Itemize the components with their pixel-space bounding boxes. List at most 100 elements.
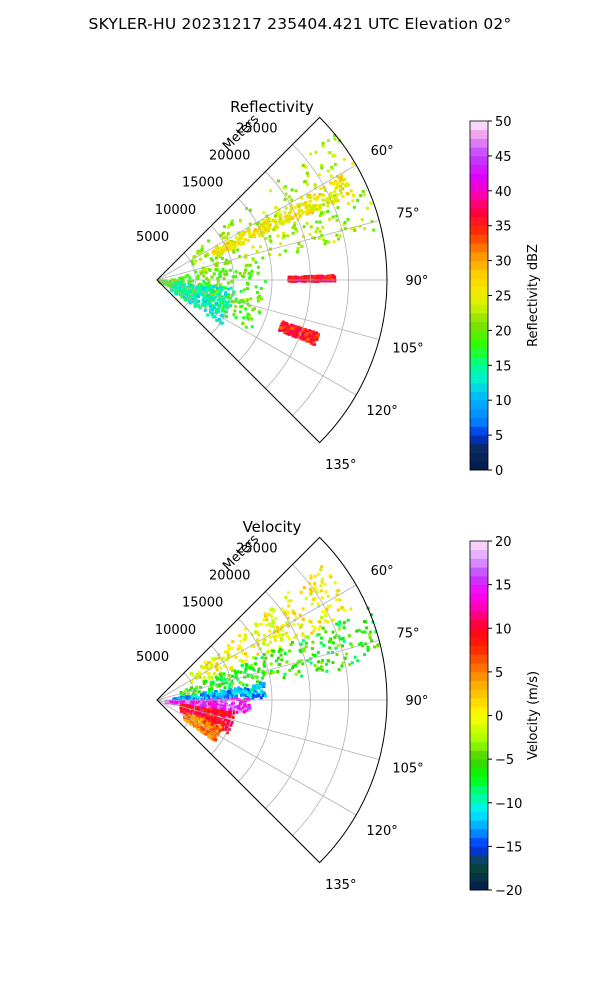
echo-cell — [188, 283, 191, 287]
echo-cell — [331, 215, 335, 219]
echo-cell — [244, 659, 248, 663]
echo-cell — [274, 214, 277, 218]
echo-cell — [186, 712, 190, 716]
echo-cell — [298, 648, 302, 652]
colorbar-segment — [470, 374, 488, 384]
echo-cell — [324, 619, 328, 623]
echo-cell — [255, 231, 259, 235]
echo-cell — [216, 280, 220, 284]
radial-tick-label: 20000 — [209, 149, 250, 164]
echo-cell — [271, 649, 275, 653]
echo-cell — [333, 163, 337, 166]
echo-cell — [259, 245, 263, 249]
echo-cell — [297, 623, 301, 627]
echo-cell — [218, 720, 222, 724]
echo-cell — [199, 705, 203, 709]
echo-cell — [318, 214, 322, 217]
echo-cell — [203, 693, 207, 697]
echo-cell — [225, 731, 229, 735]
echo-cell — [335, 185, 339, 189]
echo-cell — [250, 235, 253, 239]
echo-cell — [321, 658, 324, 662]
echo-cell — [301, 235, 305, 238]
colorbar-segment — [470, 417, 488, 427]
echo-cell — [298, 331, 301, 335]
echo-cell — [276, 656, 280, 660]
echo-cell — [215, 283, 219, 287]
echo-cell — [194, 270, 198, 274]
echo-cell — [232, 711, 235, 715]
echo-cell — [305, 208, 309, 212]
echo-cell — [223, 664, 227, 668]
colorbar-segment — [470, 855, 488, 865]
echo-cell — [245, 708, 249, 712]
echo-cell — [299, 202, 303, 206]
echo-cell — [314, 204, 318, 207]
echo-cell — [221, 286, 225, 289]
echo-cell — [248, 263, 252, 267]
echo-cell — [224, 695, 228, 699]
echo-cell — [227, 720, 230, 724]
echo-cell — [178, 702, 181, 706]
echo-cell — [293, 612, 297, 616]
echo-cell — [245, 298, 249, 302]
echo-cell — [362, 193, 366, 197]
echo-cell — [322, 186, 326, 189]
echo-cell — [231, 704, 234, 707]
echo-cell — [304, 635, 308, 639]
echo-cell — [279, 638, 283, 642]
echo-cell — [220, 678, 223, 682]
colorbar-segment — [470, 698, 488, 708]
echo-cell — [222, 236, 226, 240]
echo-cell — [335, 196, 339, 200]
echo-cell — [200, 720, 204, 724]
echo-cell — [207, 677, 211, 681]
echo-cell — [197, 285, 201, 289]
echo-cell — [188, 299, 192, 303]
echo-cell — [320, 211, 323, 215]
echo-cell — [229, 304, 233, 308]
echo-cell — [261, 684, 265, 688]
echo-cell — [222, 722, 225, 726]
echo-cell — [326, 209, 330, 213]
echo-cell — [321, 274, 324, 278]
echo-cell — [268, 234, 272, 238]
echo-cell — [289, 215, 292, 219]
echo-cell — [218, 684, 222, 688]
echo-cell — [222, 277, 226, 281]
echo-cell — [206, 313, 210, 317]
echo-cell — [196, 726, 200, 729]
echo-cell — [312, 341, 316, 345]
echo-cell — [224, 305, 228, 309]
echo-cell — [232, 313, 236, 316]
echo-cell — [320, 589, 324, 593]
echo-cell — [343, 227, 347, 231]
echo-cell — [225, 295, 229, 299]
echo-cell — [315, 337, 318, 341]
colorbar-tick-label: 0 — [495, 464, 503, 479]
echo-cell — [311, 653, 315, 657]
echo-cell — [324, 613, 327, 617]
angle-tick-label: 105° — [392, 341, 423, 356]
echo-cell — [196, 706, 200, 710]
echo-cell — [234, 270, 238, 274]
echo-cell — [197, 714, 201, 718]
echo-cell — [247, 271, 251, 275]
echo-cell — [207, 295, 211, 299]
echo-cell — [324, 590, 328, 594]
echo-cell — [252, 307, 256, 311]
colorbar-segment — [470, 321, 488, 331]
echo-cell — [202, 703, 206, 707]
echo-cell — [341, 187, 344, 191]
echo-cell — [239, 708, 243, 712]
echo-cell — [192, 691, 196, 695]
echo-cell — [218, 255, 221, 258]
echo-cell — [274, 659, 278, 663]
grid-ray — [156, 279, 380, 340]
echo-cell — [204, 296, 208, 300]
echo-cell — [223, 718, 227, 722]
echo-cell — [349, 607, 353, 611]
echo-cell — [219, 674, 223, 678]
echo-cell — [308, 581, 312, 585]
echo-cell — [363, 630, 367, 634]
